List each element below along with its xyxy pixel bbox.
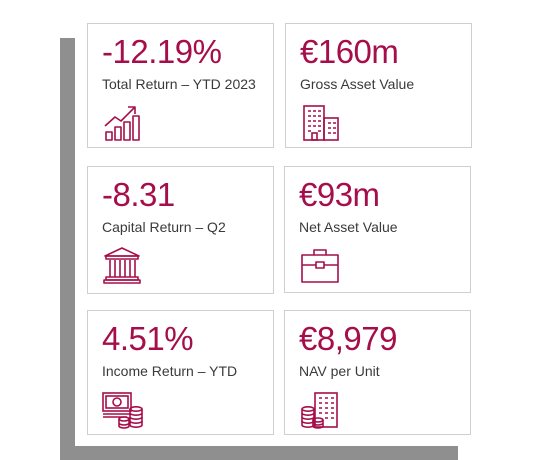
kpi-label: NAV per Unit [299,363,380,379]
office-buildings-icon [300,102,342,142]
kpi-value: -8.31 [102,176,175,213]
kpi-card-income-return: 4.51% Income Return – YTD [87,310,274,435]
cash-coins-icon [102,389,144,429]
kpi-label: Income Return – YTD [102,363,238,379]
kpi-label: Capital Return – Q2 [102,219,226,235]
frame-left-bar [60,38,75,460]
briefcase-icon [299,245,341,285]
kpi-value: €93m [299,176,380,213]
building-coins-icon [299,389,341,429]
kpi-value: €160m [300,33,399,70]
kpi-label: Gross Asset Value [300,76,415,92]
kpi-card-nav-per-unit: €8,979 NAV per Unit [284,310,471,435]
bank-building-icon [102,245,144,285]
frame-bottom-bar [60,446,458,460]
kpi-card-net-asset-value: €93m Net Asset Value [284,166,471,293]
kpi-value: 4.51% [102,320,194,357]
kpi-value: -12.19% [102,33,222,70]
kpi-value: €8,979 [299,320,397,357]
kpi-card-total-return: -12.19% Total Return – YTD 2023 [87,23,274,148]
kpi-label: Net Asset Value [299,219,398,235]
kpi-label: Total Return – YTD 2023 [102,76,256,92]
kpi-card-capital-return: -8.31 Capital Return – Q2 [87,166,274,294]
growth-chart-icon [102,102,144,142]
kpi-card-gross-asset-value: €160m Gross Asset Value [285,23,472,148]
